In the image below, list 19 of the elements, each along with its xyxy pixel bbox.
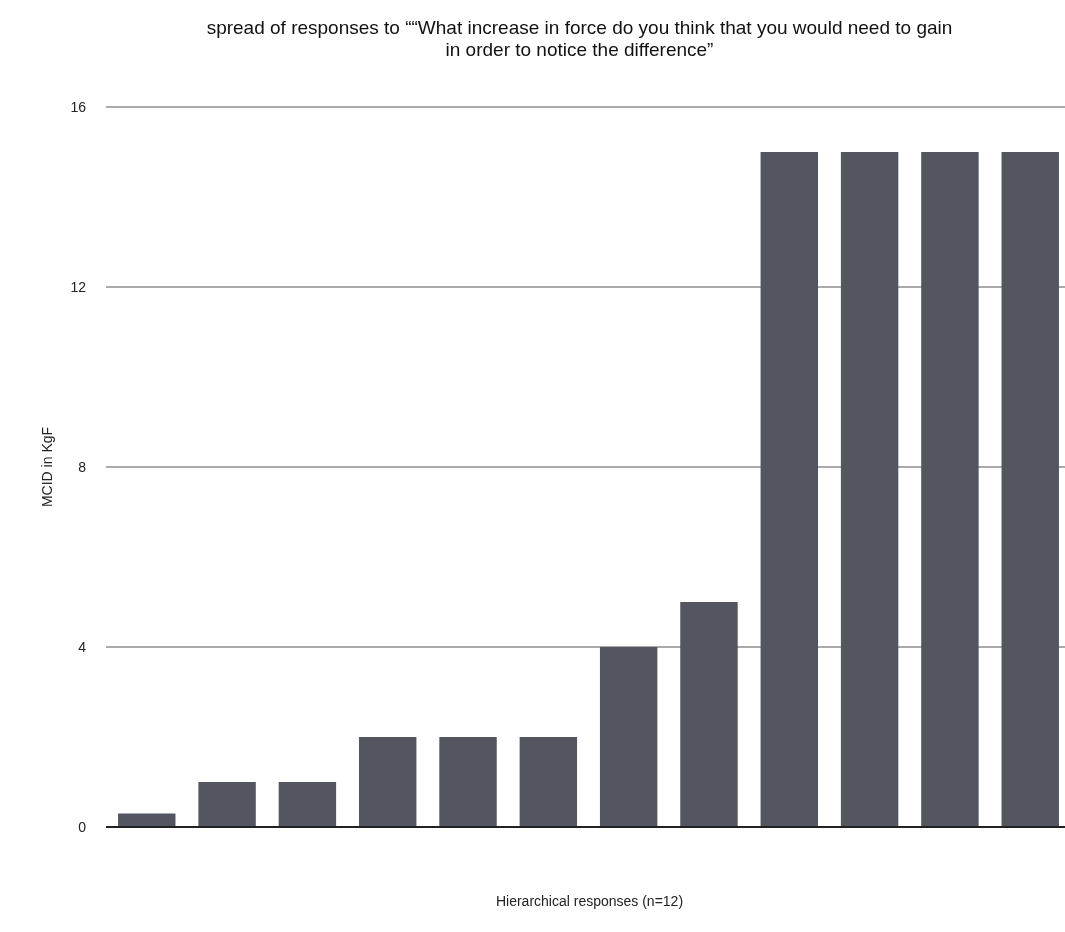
bar [599, 647, 658, 827]
bar [680, 602, 738, 827]
bar [760, 152, 818, 827]
bar [840, 152, 899, 827]
x-axis-title: Hierarchical responses (n=12) [495, 893, 684, 909]
y-tick-label: 12 [70, 278, 87, 295]
y-tick-label: 8 [78, 458, 87, 475]
y-axis-title: MCID in KgF [39, 426, 55, 508]
y-tick-label: 4 [78, 638, 87, 655]
bar [1001, 152, 1059, 827]
chart-title: spread of responses to ““What increase in force do you think that you would need to gain in order to notice the difference” [206, 17, 953, 60]
bar [278, 782, 337, 827]
y-tick-label: 16 [70, 98, 87, 115]
bar [921, 152, 979, 827]
bar [439, 737, 497, 827]
bar [359, 737, 417, 827]
bar [198, 782, 256, 827]
bar [519, 737, 578, 827]
y-tick-label: 0 [78, 818, 87, 835]
